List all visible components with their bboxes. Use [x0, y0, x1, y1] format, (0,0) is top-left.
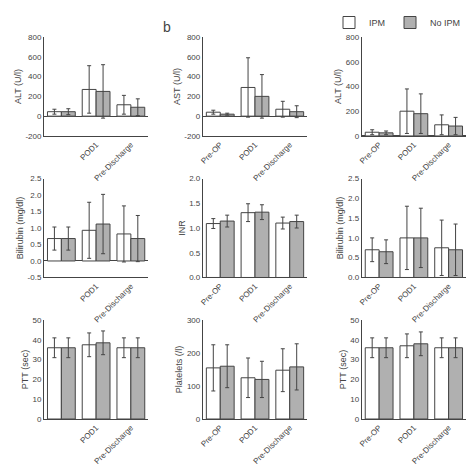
svg-text:POD1: POD1	[237, 140, 259, 162]
svg-text:Pre-OP: Pre-OP	[199, 423, 224, 448]
svg-text:POD1: POD1	[79, 423, 101, 445]
svg-text:POD1: POD1	[237, 282, 259, 304]
svg-text:1.0: 1.0	[30, 224, 42, 233]
svg-text:1.5: 1.5	[189, 199, 201, 208]
svg-text:ALT (U/l): ALT (U/l)	[13, 69, 23, 104]
svg-text:600: 600	[28, 53, 42, 62]
svg-text:POD1: POD1	[396, 423, 418, 445]
svg-text:2.0: 2.0	[30, 191, 42, 200]
svg-text:b: b	[163, 19, 171, 35]
svg-text:30: 30	[350, 355, 359, 364]
svg-text:2.0: 2.0	[189, 174, 201, 183]
svg-text:0: 0	[196, 415, 201, 424]
svg-text:POD1: POD1	[237, 423, 259, 445]
svg-text:PTT (sec): PTT (sec)	[20, 350, 30, 389]
svg-text:0.5: 0.5	[348, 253, 360, 262]
svg-text:600: 600	[346, 58, 360, 67]
svg-text:50: 50	[350, 316, 359, 325]
svg-text:Platelets (/l): Platelets (/l)	[174, 346, 184, 394]
svg-text:0.0: 0.0	[30, 257, 42, 266]
svg-text:10: 10	[32, 395, 41, 404]
svg-text:Pre-Discharge: Pre-Discharge	[251, 282, 294, 325]
svg-text:Pre-Discharge: Pre-Discharge	[410, 282, 453, 325]
svg-text:0.5: 0.5	[189, 249, 201, 258]
svg-text:INR: INR	[177, 220, 187, 236]
svg-text:800: 800	[187, 33, 201, 42]
svg-text:ALT (U/l): ALT (U/l)	[333, 69, 343, 104]
svg-text:IPM: IPM	[369, 18, 385, 28]
svg-text:800: 800	[346, 33, 360, 42]
svg-text:600: 600	[187, 53, 201, 62]
svg-text:2.5: 2.5	[30, 174, 42, 183]
svg-text:Pre-OP: Pre-OP	[199, 282, 224, 307]
svg-text:Pre-OP: Pre-OP	[358, 282, 383, 307]
svg-text:Pre-Discharge: Pre-Discharge	[410, 140, 453, 183]
svg-text:200: 200	[28, 92, 42, 101]
svg-text:0.0: 0.0	[189, 273, 201, 282]
svg-text:40: 40	[350, 336, 359, 345]
svg-text:20: 20	[350, 375, 359, 384]
svg-text:200: 200	[346, 107, 360, 116]
svg-text:20: 20	[32, 375, 41, 384]
svg-text:-0.5: -0.5	[28, 273, 42, 282]
svg-text:0.5: 0.5	[30, 240, 42, 249]
svg-text:200: 200	[187, 349, 201, 358]
svg-text:POD1: POD1	[79, 140, 101, 162]
svg-text:1.5: 1.5	[30, 207, 42, 216]
svg-text:Pre-Discharge: Pre-Discharge	[93, 423, 136, 466]
svg-text:POD1: POD1	[396, 140, 418, 162]
svg-text:0: 0	[355, 415, 360, 424]
svg-text:-200: -200	[184, 132, 201, 141]
svg-text:0: 0	[355, 132, 360, 141]
svg-text:AST (U/l): AST (U/l)	[172, 68, 182, 105]
svg-text:No IPM: No IPM	[430, 18, 460, 28]
svg-text:10: 10	[350, 395, 359, 404]
svg-text:Pre-Discharge: Pre-Discharge	[251, 423, 294, 466]
svg-text:Pre-Discharge: Pre-Discharge	[410, 423, 453, 466]
svg-text:Pre-OP: Pre-OP	[358, 423, 383, 448]
svg-text:1.0: 1.0	[348, 234, 360, 243]
svg-text:POD1: POD1	[79, 282, 101, 304]
svg-text:PTT (sec): PTT (sec)	[338, 350, 348, 389]
svg-text:800: 800	[28, 33, 42, 42]
svg-text:1.5: 1.5	[348, 214, 360, 223]
svg-text:2.5: 2.5	[348, 174, 360, 183]
svg-text:400: 400	[187, 72, 201, 81]
svg-text:30: 30	[32, 355, 41, 364]
svg-text:POD1: POD1	[396, 282, 418, 304]
svg-text:Pre-OP: Pre-OP	[358, 140, 383, 165]
svg-text:-200: -200	[25, 132, 42, 141]
svg-text:2.0: 2.0	[348, 194, 360, 203]
svg-text:Bilirubin (mg/dl): Bilirubin (mg/dl)	[15, 197, 25, 260]
svg-text:300: 300	[187, 316, 201, 325]
svg-text:0: 0	[196, 112, 201, 121]
svg-text:200: 200	[187, 92, 201, 101]
svg-text:Bilirubin (mg/dl): Bilirubin (mg/dl)	[335, 197, 345, 260]
svg-text:Pre-Discharge: Pre-Discharge	[93, 282, 136, 325]
svg-text:400: 400	[28, 72, 42, 81]
svg-text:40: 40	[32, 336, 41, 345]
svg-text:400: 400	[346, 82, 360, 91]
svg-text:Pre-Discharge: Pre-Discharge	[251, 140, 294, 183]
svg-text:0: 0	[37, 112, 42, 121]
svg-text:Pre-OP: Pre-OP	[199, 140, 224, 165]
svg-text:50: 50	[32, 316, 41, 325]
svg-text:0.0: 0.0	[348, 273, 360, 282]
svg-text:100: 100	[187, 382, 201, 391]
svg-text:0: 0	[37, 415, 42, 424]
svg-text:1.0: 1.0	[189, 224, 201, 233]
svg-text:Pre-Discharge: Pre-Discharge	[93, 140, 136, 183]
